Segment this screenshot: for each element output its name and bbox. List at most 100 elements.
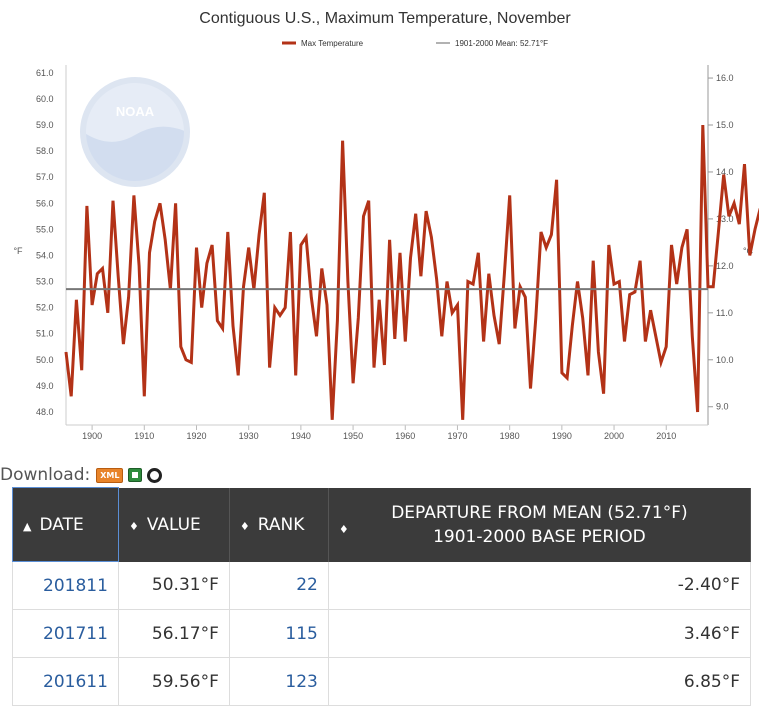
data-point[interactable] [258,233,261,236]
data-point[interactable] [399,251,402,254]
data-point[interactable] [654,335,657,338]
data-point[interactable] [639,259,642,262]
data-point[interactable] [414,212,417,215]
data-point[interactable] [148,251,151,254]
data-point[interactable] [633,290,636,293]
data-point[interactable] [534,317,537,320]
ring-icon[interactable] [147,468,162,483]
data-point[interactable] [440,335,443,338]
data-point[interactable] [670,244,673,247]
data-point[interactable] [550,233,553,236]
data-point[interactable] [586,374,589,377]
data-point[interactable] [362,215,365,218]
data-point[interactable] [65,350,68,353]
data-point[interactable] [691,335,694,338]
legend-label-mean[interactable]: 1901-2000 Mean: 52.71°F [455,39,548,48]
data-point[interactable] [503,272,506,275]
data-point[interactable] [649,309,652,312]
data-point[interactable] [618,280,621,283]
data-point[interactable] [425,210,428,213]
data-point[interactable] [665,345,668,348]
data-point[interactable] [513,327,516,330]
data-point[interactable] [435,277,438,280]
data-point[interactable] [164,238,167,241]
data-point[interactable] [701,124,704,127]
data-point[interactable] [560,371,563,374]
data-point[interactable] [263,191,266,194]
rank-link[interactable]: 22 [296,575,318,595]
date-link[interactable]: 201611 [43,672,108,692]
data-point[interactable] [451,311,454,314]
data-point[interactable] [299,244,302,247]
data-point[interactable] [96,272,99,275]
data-point[interactable] [539,230,542,233]
data-point[interactable] [331,418,334,421]
data-point[interactable] [404,340,407,343]
data-point[interactable] [325,304,328,307]
data-point[interactable] [498,343,501,346]
data-point[interactable] [383,364,386,367]
data-point[interactable] [623,340,626,343]
data-point[interactable] [221,327,224,330]
data-point[interactable] [357,317,360,320]
data-point[interactable] [722,173,725,176]
data-point[interactable] [138,264,141,267]
data-point[interactable] [555,178,558,181]
data-point[interactable] [727,215,730,218]
data-point[interactable] [686,228,689,231]
rank-link[interactable]: 123 [285,672,317,692]
data-point[interactable] [660,361,663,364]
data-point[interactable] [346,280,349,283]
data-point[interactable] [252,288,255,291]
data-point[interactable] [675,283,678,286]
data-point[interactable] [581,317,584,320]
data-point[interactable] [294,374,297,377]
data-point[interactable] [712,285,715,288]
data-point[interactable] [419,275,422,278]
data-point[interactable] [153,220,156,223]
header-date[interactable]: ▲DATE [13,488,119,562]
data-point[interactable] [247,246,250,249]
data-point[interactable] [91,304,94,307]
data-point[interactable] [273,306,276,309]
date-link[interactable]: 201811 [43,576,108,596]
data-point[interactable] [748,254,751,257]
data-point[interactable] [122,343,125,346]
data-point[interactable] [430,236,433,239]
data-point[interactable] [132,194,135,197]
data-point[interactable] [352,382,355,385]
data-point[interactable] [707,285,710,288]
data-point[interactable] [466,280,469,283]
data-point[interactable] [753,228,756,231]
data-point[interactable] [205,262,208,265]
header-departure[interactable]: ♦DEPARTURE FROM MEAN (52.71°F)1901-2000 … [328,488,750,562]
data-point[interactable] [190,361,193,364]
data-point[interactable] [305,236,308,239]
data-point[interactable] [268,366,271,369]
data-point[interactable] [545,246,548,249]
data-point[interactable] [680,246,683,249]
data-point[interactable] [117,275,120,278]
header-rank[interactable]: ♦RANK [229,488,328,562]
data-point[interactable] [127,296,130,299]
data-point[interactable] [493,314,496,317]
data-point[interactable] [70,395,73,398]
data-point[interactable] [571,324,574,327]
data-point[interactable] [174,202,177,205]
data-point[interactable] [743,163,746,166]
excel-icon[interactable] [128,468,142,482]
header-value[interactable]: ♦VALUE [118,488,229,562]
data-point[interactable] [644,340,647,343]
data-point[interactable] [472,283,475,286]
data-point[interactable] [85,204,88,207]
data-point[interactable] [169,288,172,291]
data-point[interactable] [461,418,464,421]
legend-label-max-temp[interactable]: Max Temperature [301,39,364,48]
data-point[interactable] [529,387,532,390]
data-point[interactable] [628,293,631,296]
data-point[interactable] [200,306,203,309]
data-point[interactable] [477,251,480,254]
data-point[interactable] [242,285,245,288]
data-point[interactable] [378,298,381,301]
data-point[interactable] [456,304,459,307]
